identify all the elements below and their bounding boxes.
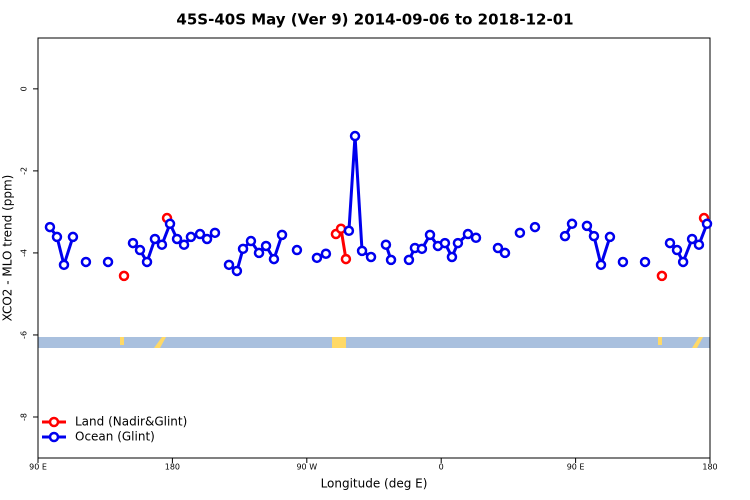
data-point <box>380 239 392 250</box>
data-point <box>581 220 593 232</box>
data-point <box>268 253 280 265</box>
data-point <box>686 233 698 245</box>
x-tick-label: 180 <box>165 463 180 472</box>
data-point <box>446 251 458 263</box>
data-point <box>291 244 303 256</box>
data-point <box>701 218 713 230</box>
data-point <box>588 230 600 242</box>
x-tick-label: 180 <box>702 463 717 472</box>
data-point <box>164 218 176 230</box>
x-tick-label: 90 E <box>29 463 47 472</box>
data-point <box>260 240 272 252</box>
data-point <box>529 221 541 233</box>
x-tick-label: 90 W <box>296 463 317 472</box>
series-line <box>585 225 612 267</box>
data-point <box>320 248 332 259</box>
data-point <box>492 242 504 254</box>
data-point <box>141 256 153 268</box>
data-point <box>604 231 616 243</box>
series-line <box>347 134 372 259</box>
data-point <box>51 231 63 243</box>
data-point <box>102 256 114 268</box>
data-point <box>693 239 705 250</box>
chart-title: 45S-40S May (Ver 9) 2014-09-06 to 2018-1… <box>176 11 573 29</box>
plot-frame <box>37 37 711 459</box>
data-point <box>209 227 221 239</box>
y-tick-label: -4 <box>20 249 29 257</box>
legend-label: Land (Nadir&Glint) <box>75 415 187 429</box>
data-point <box>617 256 629 268</box>
data-point <box>514 227 526 239</box>
land-patch <box>658 337 662 345</box>
data-point <box>595 259 607 271</box>
data-point <box>58 259 70 271</box>
x-tick-label: 90 E <box>567 463 585 472</box>
data-point <box>340 253 352 265</box>
data-point <box>349 130 361 142</box>
data-point <box>276 229 288 241</box>
data-point <box>311 252 323 264</box>
data-point <box>462 228 474 240</box>
x-tick-label: 0 <box>439 463 444 472</box>
data-point <box>452 237 464 249</box>
data-point <box>118 270 130 282</box>
land-patch <box>120 337 124 345</box>
data-point <box>134 244 146 256</box>
ocean-strip <box>38 337 710 348</box>
data-point <box>44 221 56 233</box>
data-point <box>149 233 161 245</box>
y-tick-label: -6 <box>20 331 29 339</box>
data-point <box>223 259 235 271</box>
legend-marker <box>48 431 60 443</box>
land-patch <box>332 337 346 348</box>
data-point <box>201 233 213 245</box>
y-tick-label: -2 <box>20 167 29 175</box>
data-point <box>185 231 197 243</box>
data-point <box>559 230 571 242</box>
data-point <box>245 235 257 247</box>
y-tick-label: 0 <box>20 86 29 91</box>
data-point <box>403 254 415 266</box>
data-point <box>156 239 168 250</box>
data-point <box>194 228 206 240</box>
y-axis-label: XCO2 - MLO trend (ppm) <box>1 175 15 322</box>
data-point <box>664 237 676 249</box>
data-point <box>365 251 377 263</box>
x-axis-label: Longitude (deg E) <box>321 477 428 491</box>
legend-label: Ocean (Glint) <box>75 430 155 444</box>
land-ocean-strip <box>38 337 710 348</box>
data-point <box>171 233 183 245</box>
data-point <box>127 237 139 249</box>
data-point <box>385 254 397 266</box>
series-line <box>48 226 75 267</box>
data-point <box>356 245 368 257</box>
data-point <box>237 243 249 255</box>
data-point <box>639 256 651 268</box>
data-point <box>677 256 689 268</box>
data-point <box>566 218 578 230</box>
data-point <box>178 239 190 250</box>
y-tick-label: -8 <box>20 413 29 421</box>
data-point <box>424 229 436 241</box>
data-point <box>416 243 428 255</box>
land-patch <box>692 337 703 348</box>
data-point <box>439 237 451 249</box>
data-point <box>231 265 243 277</box>
data-point <box>656 270 668 282</box>
data-point <box>671 244 683 256</box>
data-point <box>67 231 79 243</box>
land-patch <box>154 337 166 348</box>
data-point <box>499 247 511 259</box>
data-point <box>343 225 355 237</box>
data-point <box>253 247 265 259</box>
data-point <box>470 232 482 243</box>
data-point <box>80 256 92 268</box>
legend-marker <box>48 416 60 428</box>
